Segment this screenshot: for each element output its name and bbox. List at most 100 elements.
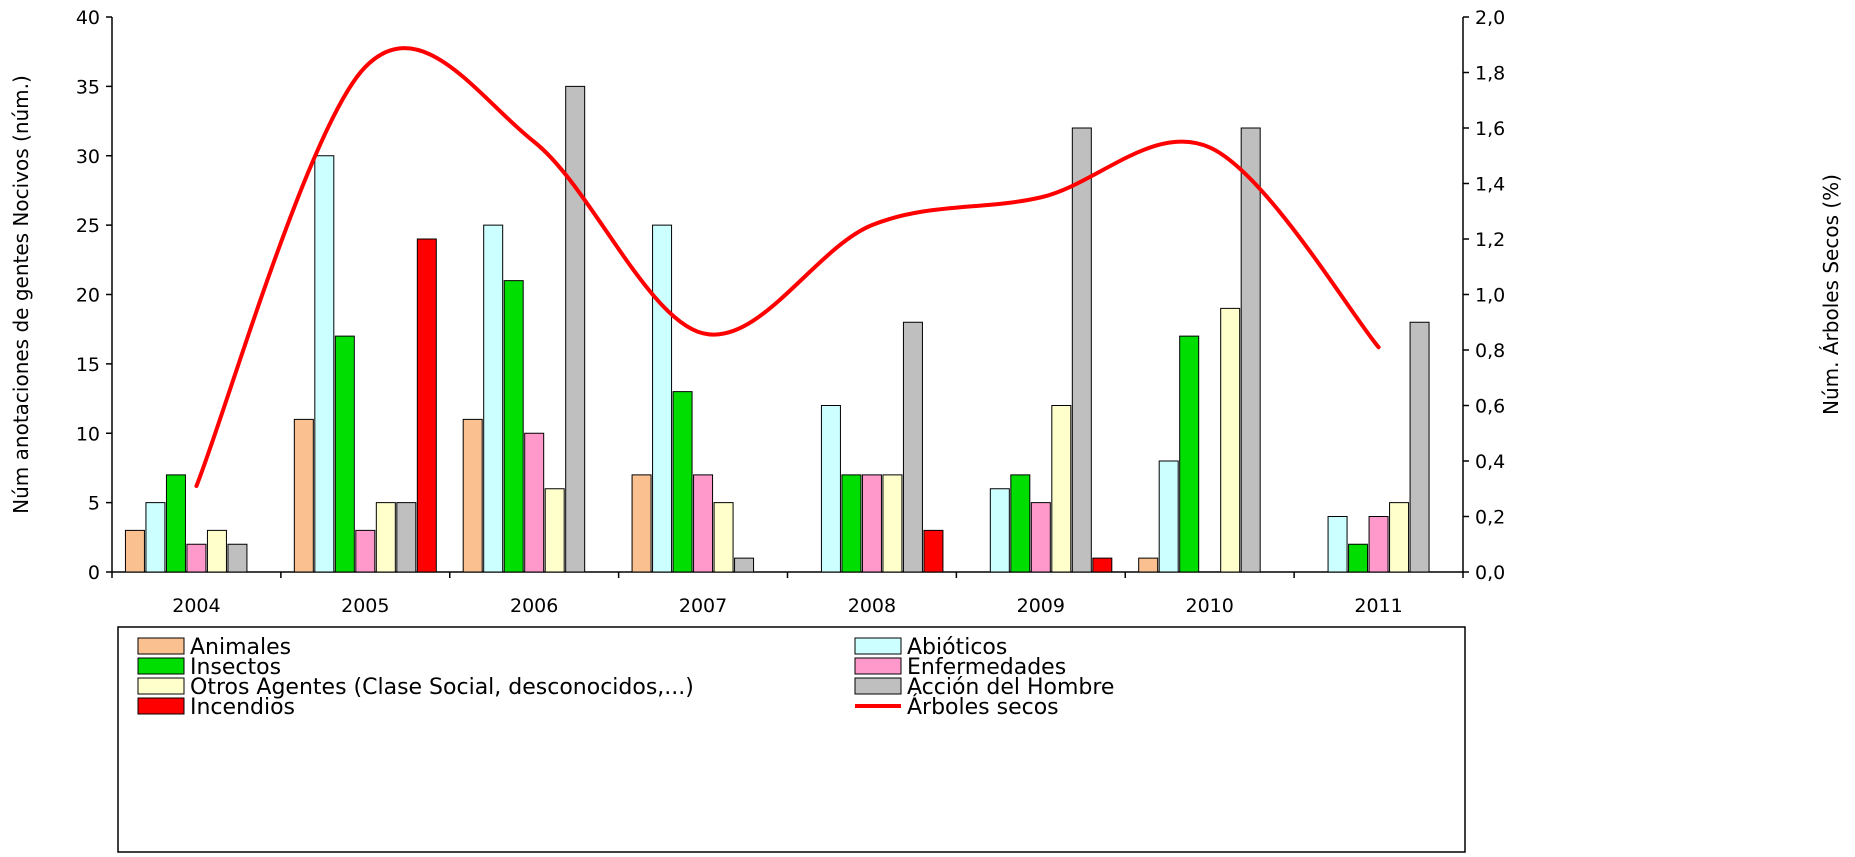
x-axis: 2004 2005 2006 2007 2008 2009 2010 2011 — [111, 571, 1464, 617]
bar — [1071, 127, 1092, 573]
bar — [186, 543, 207, 573]
bar — [1389, 502, 1410, 573]
bar — [334, 335, 355, 573]
bar-series-group — [124, 85, 1430, 573]
legend: Animales Abióticos Insectos Enfermedades Otr… — [117, 626, 1466, 853]
x-tick-label: 2009 — [1017, 595, 1065, 617]
bar — [1220, 307, 1241, 573]
left-tick-label: 30 — [76, 146, 100, 168]
legend-label: Árboles secos — [907, 694, 1059, 720]
line-series-group — [194, 46, 1381, 488]
legend-label: Abióticos — [907, 635, 1007, 660]
x-tick-label: 2008 — [848, 595, 896, 617]
bar — [503, 280, 524, 573]
legend-label: Acción del Hombre — [907, 675, 1114, 700]
legend-label: Enfermedades — [907, 655, 1066, 680]
bar — [145, 502, 166, 573]
left-tick-label: 20 — [76, 285, 100, 307]
bar — [861, 474, 882, 573]
x-tick-label: 2011 — [1354, 595, 1402, 617]
legend-swatch — [854, 637, 902, 655]
bar — [1368, 516, 1389, 573]
bar — [652, 224, 673, 573]
left-y-axis: 0 5 10 15 20 25 30 35 40 — [76, 7, 113, 584]
legend-swatch — [854, 677, 902, 695]
bar — [989, 488, 1010, 573]
bar — [375, 502, 396, 573]
bar — [923, 529, 944, 573]
bar — [1030, 502, 1051, 573]
legend-label: Incendios — [190, 695, 295, 720]
line-series-arboles-secos — [194, 46, 1381, 488]
bar — [1158, 460, 1179, 573]
bar — [902, 321, 923, 573]
bar — [483, 224, 504, 573]
bar — [882, 474, 903, 573]
left-tick-label: 35 — [76, 76, 100, 98]
bar — [734, 557, 755, 573]
bar — [1051, 405, 1072, 573]
right-tick-label: 1,4 — [1475, 174, 1505, 196]
bar — [693, 474, 714, 573]
bar — [841, 474, 862, 573]
bar — [1092, 557, 1113, 573]
right-tick-label: 1,0 — [1475, 285, 1505, 307]
legend-label: Animales — [190, 635, 291, 660]
bar — [1240, 127, 1261, 573]
left-axis-title: Núm anotaciones de gentes Nocivos (núm.) — [9, 75, 33, 514]
x-tick-label: 2005 — [341, 595, 389, 617]
bar — [565, 85, 586, 573]
left-tick-label: 5 — [88, 493, 100, 515]
legend-label: Otros Agentes (Clase Social, desconocido… — [190, 675, 694, 700]
bar — [416, 238, 437, 573]
x-tick-label: 2007 — [679, 595, 727, 617]
bar — [1348, 543, 1369, 573]
x-tick-label: 2010 — [1186, 595, 1234, 617]
bar — [396, 502, 417, 573]
bar — [227, 543, 248, 573]
right-axis-title: Núm. Árboles Secos (%) — [1819, 174, 1843, 415]
bar — [1179, 335, 1200, 573]
legend-label: Insectos — [190, 655, 281, 680]
bar — [713, 502, 734, 573]
x-tick-label: 2004 — [172, 595, 220, 617]
bar — [1327, 516, 1348, 573]
legend-swatch — [137, 677, 185, 695]
right-y-axis: 0,0 0,2 0,4 0,6 0,8 1,0 1,2 1,4 1,6 1,8 2,0 — [1462, 7, 1505, 584]
right-tick-label: 0,2 — [1475, 507, 1505, 529]
right-tick-label: 0,8 — [1475, 340, 1505, 362]
right-tick-label: 0,6 — [1475, 396, 1505, 418]
left-tick-label: 10 — [76, 423, 100, 445]
bar — [544, 488, 565, 573]
bar — [355, 529, 376, 573]
right-tick-label: 0,0 — [1475, 562, 1505, 584]
bar — [820, 405, 841, 573]
right-tick-label: 1,6 — [1475, 118, 1505, 140]
legend-swatch — [854, 657, 902, 675]
bar — [1010, 474, 1031, 573]
bar — [165, 474, 186, 573]
legend-box — [117, 626, 1466, 853]
left-tick-label: 0 — [88, 562, 100, 584]
bar — [1138, 557, 1159, 573]
left-tick-label: 15 — [76, 354, 100, 376]
left-tick-label: 40 — [76, 7, 100, 29]
bar — [462, 418, 483, 573]
legend-swatch — [137, 637, 185, 655]
right-tick-label: 1,2 — [1475, 229, 1505, 251]
bar — [631, 474, 652, 573]
left-tick-label: 25 — [76, 215, 100, 237]
bar — [524, 432, 545, 573]
bar — [314, 155, 335, 573]
bar — [124, 529, 145, 573]
legend-swatch — [137, 657, 185, 675]
right-tick-label: 1,8 — [1475, 63, 1505, 85]
bar — [293, 418, 314, 573]
bar — [672, 391, 693, 573]
bar — [1409, 321, 1430, 573]
legend-swatch — [137, 697, 185, 715]
x-tick-label: 2006 — [510, 595, 558, 617]
right-tick-label: 0,4 — [1475, 451, 1505, 473]
bar — [206, 529, 227, 573]
